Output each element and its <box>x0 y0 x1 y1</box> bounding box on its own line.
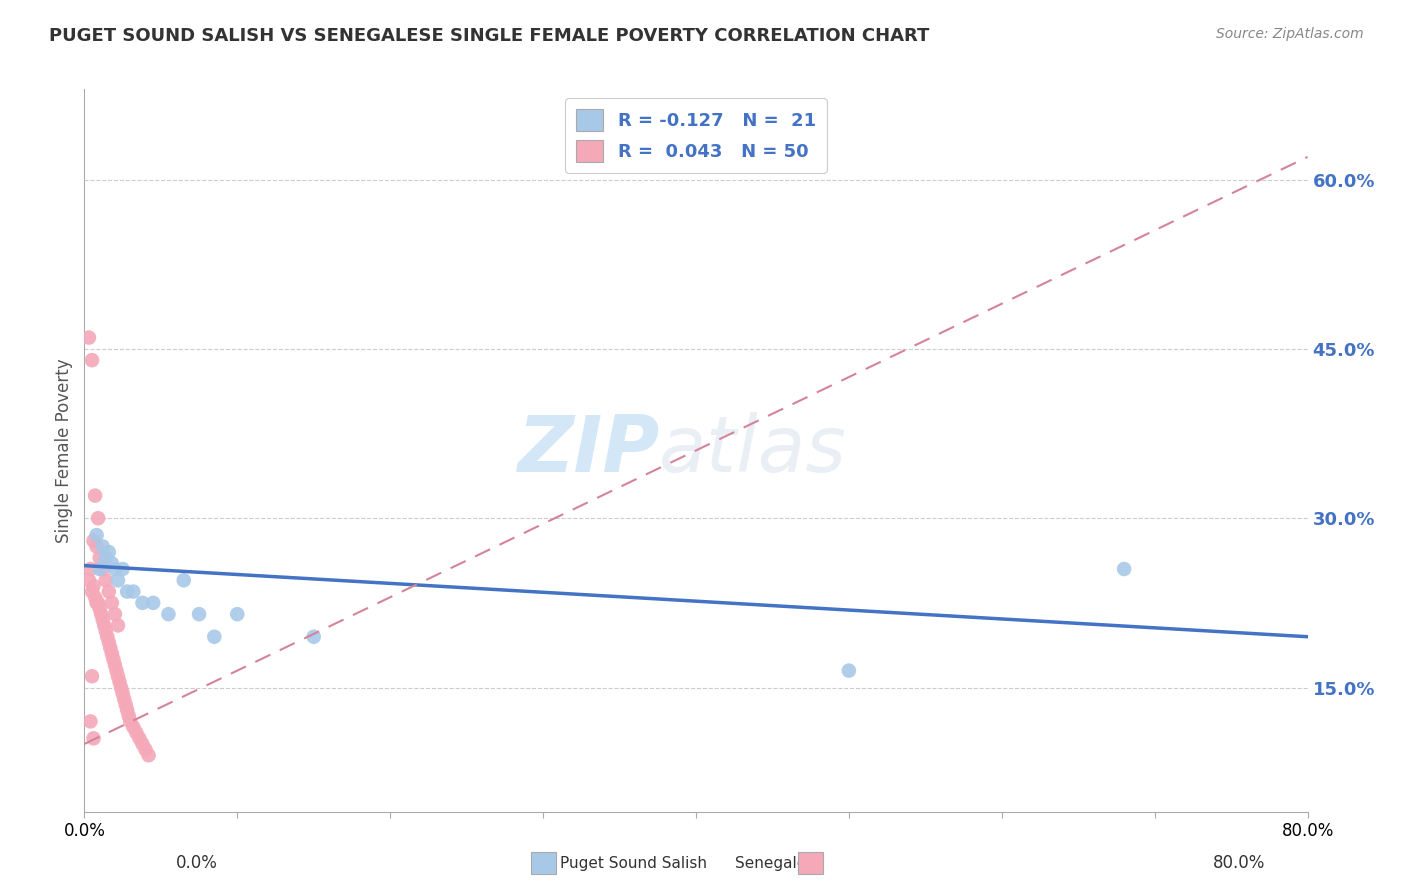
Point <box>96 630 118 644</box>
Point <box>104 607 127 622</box>
Point <box>89 562 111 576</box>
Point <box>89 550 111 565</box>
Point <box>120 714 142 729</box>
Point <box>114 698 136 712</box>
Point <box>101 596 124 610</box>
Point <box>122 720 145 734</box>
Point <box>86 540 108 554</box>
Point <box>83 731 105 746</box>
Point <box>91 562 114 576</box>
Point <box>107 618 129 632</box>
Point <box>131 596 153 610</box>
Point <box>93 618 115 632</box>
Point <box>142 596 165 610</box>
Point <box>115 703 138 717</box>
Point <box>104 657 127 672</box>
Text: Senegalese: Senegalese <box>734 856 824 871</box>
Text: Puget Sound Salish: Puget Sound Salish <box>560 856 706 871</box>
Point <box>77 574 100 588</box>
Point <box>97 545 120 559</box>
Text: Source: ZipAtlas.com: Source: ZipAtlas.com <box>1216 27 1364 41</box>
Point <box>94 624 117 639</box>
Point <box>111 562 134 576</box>
Point <box>107 574 129 588</box>
Point <box>115 584 138 599</box>
Point <box>226 607 249 622</box>
Point <box>86 596 108 610</box>
Point <box>838 664 860 678</box>
Point <box>80 669 103 683</box>
Point <box>103 652 125 666</box>
Point <box>104 562 127 576</box>
Point <box>79 714 101 729</box>
Point <box>94 550 117 565</box>
Point <box>90 607 112 622</box>
Point <box>122 584 145 599</box>
Point <box>87 511 110 525</box>
Point <box>202 630 225 644</box>
Point <box>135 742 157 756</box>
Point <box>86 528 108 542</box>
Point <box>108 674 131 689</box>
Point <box>302 630 325 644</box>
Point <box>188 607 211 622</box>
Point <box>79 562 101 576</box>
Text: 80.0%: 80.0% <box>1213 855 1265 872</box>
Point <box>125 725 148 739</box>
Point <box>80 584 103 599</box>
Text: atlas: atlas <box>659 412 848 489</box>
Point <box>131 737 153 751</box>
Point <box>173 574 195 588</box>
Text: ZIP: ZIP <box>517 412 659 489</box>
Text: 0.0%: 0.0% <box>176 855 218 872</box>
Point <box>110 681 132 695</box>
Point <box>94 574 117 588</box>
Point <box>84 591 107 605</box>
Point <box>111 686 134 700</box>
Point <box>157 607 180 622</box>
Point <box>83 579 105 593</box>
Point <box>89 601 111 615</box>
Y-axis label: Single Female Poverty: Single Female Poverty <box>55 359 73 542</box>
Point <box>128 731 150 746</box>
Point <box>138 748 160 763</box>
Legend: R = -0.127   N =  21, R =  0.043   N = 50: R = -0.127 N = 21, R = 0.043 N = 50 <box>565 98 827 173</box>
Point <box>105 664 128 678</box>
Point <box>84 489 107 503</box>
Point <box>91 540 114 554</box>
Point <box>107 669 129 683</box>
Point <box>80 353 103 368</box>
Point <box>77 330 100 344</box>
Point <box>87 596 110 610</box>
Point <box>118 708 141 723</box>
Point <box>83 533 105 548</box>
Point <box>1114 562 1136 576</box>
Point <box>91 613 114 627</box>
Point <box>97 584 120 599</box>
Point <box>101 557 124 571</box>
Point <box>97 635 120 649</box>
Point <box>101 647 124 661</box>
Point <box>112 691 135 706</box>
Text: PUGET SOUND SALISH VS SENEGALESE SINGLE FEMALE POVERTY CORRELATION CHART: PUGET SOUND SALISH VS SENEGALESE SINGLE … <box>49 27 929 45</box>
Point <box>98 640 121 655</box>
